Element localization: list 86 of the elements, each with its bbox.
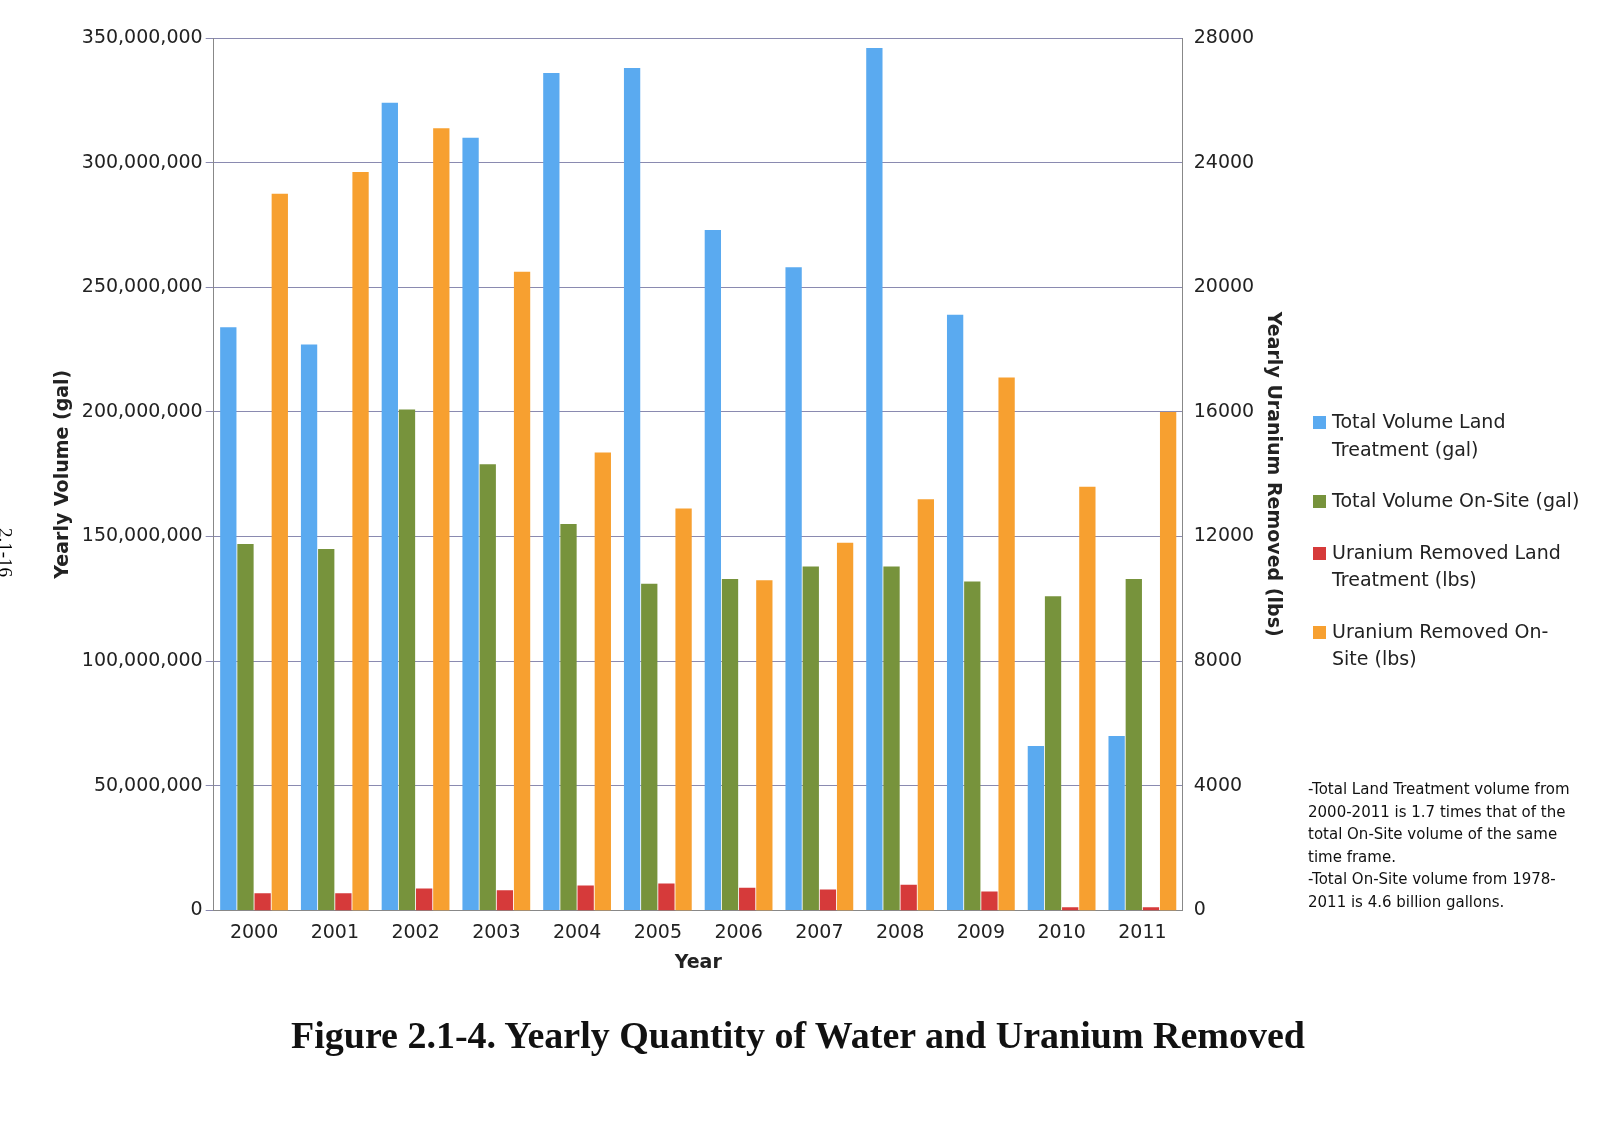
bar <box>1079 486 1096 911</box>
bar <box>496 890 514 911</box>
y2-tick-label: 28000 <box>1193 24 1255 47</box>
y2-tick-label: 4000 <box>1193 772 1243 795</box>
legend-label: Uranium Removed Land Treatment (lbs) <box>1332 539 1562 593</box>
y-tick-label: 300,000,000 <box>81 149 203 172</box>
bar <box>1044 596 1062 910</box>
x-tick-label: 2004 <box>552 919 602 942</box>
x-axis-title: Year <box>673 949 723 972</box>
bar <box>802 566 819 910</box>
x-tick-label: 2009 <box>956 919 1006 942</box>
y-tick-label: 0 <box>190 897 203 920</box>
bar <box>1027 745 1045 910</box>
y-axis-title: Yearly Volume (gal) <box>50 369 73 580</box>
x-tick-label: 2003 <box>472 919 521 942</box>
y-tick-label: 350,000,000 <box>81 24 203 47</box>
bar <box>623 67 641 910</box>
y2-tick-label: 16000 <box>1193 398 1255 421</box>
bar <box>220 327 237 910</box>
bar <box>335 893 352 911</box>
bar <box>462 137 479 910</box>
bar <box>819 889 837 911</box>
bar <box>883 566 900 910</box>
bar <box>756 580 773 911</box>
x-tick-label: 2002 <box>391 919 440 942</box>
y2-tick-label: 0 <box>1193 897 1206 920</box>
bar <box>785 267 802 910</box>
bar <box>271 193 288 911</box>
bar <box>560 524 577 910</box>
bar <box>675 508 692 911</box>
bar <box>836 542 854 911</box>
bar <box>300 344 318 910</box>
bar <box>1159 411 1177 911</box>
bar <box>577 885 594 911</box>
y-tick-label: 250,000,000 <box>81 274 203 297</box>
bar <box>479 464 496 910</box>
bar <box>981 891 998 911</box>
bar <box>1125 578 1142 910</box>
bar <box>917 499 934 911</box>
bar <box>998 377 1015 911</box>
y-tick-label: 150,000,000 <box>81 523 203 546</box>
bar <box>866 47 883 910</box>
bar <box>594 452 611 911</box>
y2-tick-label: 8000 <box>1193 648 1243 671</box>
bar <box>513 271 531 911</box>
x-tick-label: 2000 <box>229 919 279 942</box>
x-tick-label: 2006 <box>714 919 763 942</box>
x-tick-label: 2005 <box>633 919 683 942</box>
bar <box>721 578 739 910</box>
y2-tick-label: 12000 <box>1193 523 1255 546</box>
x-tick-label: 2011 <box>1118 919 1167 942</box>
x-tick-label: 2007 <box>795 919 844 942</box>
bar <box>433 128 450 911</box>
text: -Total On-Site volume from 1978-2011 is 4.6 billion gallons. <box>1308 869 1557 913</box>
legend-label: Total Volume On-Site (gal) <box>1332 488 1580 514</box>
x-tick-label: 2008 <box>875 919 925 942</box>
y2-tick-label: 20000 <box>1193 274 1255 297</box>
bar <box>658 883 675 911</box>
legend-label: Uranium Removed On-Site (lbs) <box>1332 618 1550 672</box>
legend-label: Total Volume Land Treatment (gal) <box>1332 409 1507 462</box>
bar <box>900 884 917 911</box>
bar <box>1142 907 1160 911</box>
bar <box>543 72 560 910</box>
bar <box>318 548 335 910</box>
x-tick-label: 2010 <box>1037 919 1086 942</box>
text: -Total Land Treatment volume from 2000-2011 is 1.7 times that of the total On-Site volume of the same time frame. <box>1308 779 1571 868</box>
bar <box>739 887 756 911</box>
y2-axis-title: Yearly Uranium Removed (lbs) <box>1263 310 1286 637</box>
bar <box>254 893 271 911</box>
y-tick-label: 100,000,000 <box>81 648 203 671</box>
y-tick-label: 200,000,000 <box>81 398 203 421</box>
bar <box>1062 907 1079 911</box>
bar <box>237 543 254 910</box>
bar <box>381 102 398 910</box>
x-tick-label: 2001 <box>310 919 359 942</box>
bar <box>964 581 981 910</box>
bar <box>704 229 722 910</box>
bar <box>416 888 433 911</box>
bar <box>352 171 369 911</box>
bar <box>398 409 416 910</box>
y2-tick-label: 24000 <box>1193 149 1255 172</box>
bar <box>641 583 658 910</box>
y-tick-label: 50,000,000 <box>93 772 203 795</box>
bar <box>946 314 964 910</box>
text: Figure 2.1-4. Yearly Quantity of Water and Uranium Removed <box>290 1013 1306 1057</box>
bar <box>1108 735 1125 910</box>
